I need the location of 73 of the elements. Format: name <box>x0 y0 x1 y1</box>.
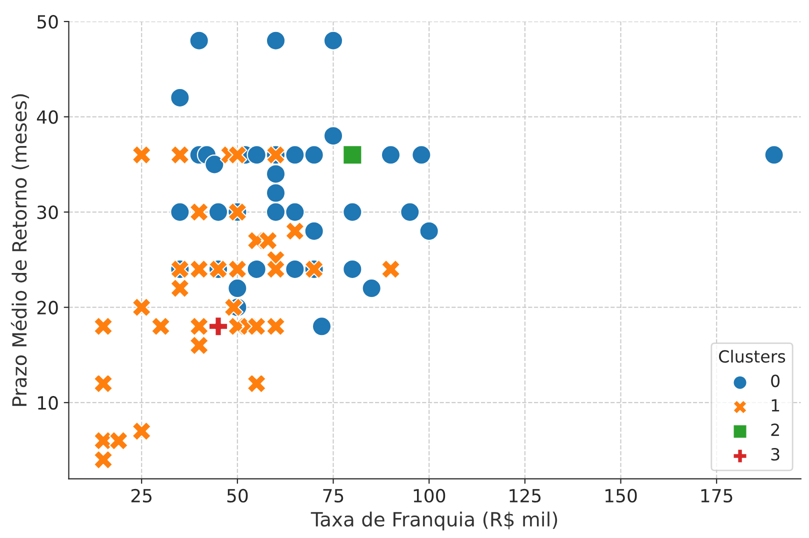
point <box>266 259 286 280</box>
point <box>170 278 190 298</box>
point <box>170 202 190 222</box>
point <box>150 316 171 336</box>
point <box>258 230 278 251</box>
point <box>189 316 209 336</box>
y-tick-label: 50 <box>37 14 58 29</box>
point <box>342 202 362 222</box>
point <box>419 221 439 241</box>
y-axis-title: Prazo Médio de Retorno (meses) <box>10 94 30 406</box>
legend-label: 1 <box>772 399 780 412</box>
point <box>380 259 401 280</box>
point <box>170 145 190 165</box>
point <box>266 30 286 50</box>
point <box>132 297 152 318</box>
point <box>189 30 209 50</box>
point <box>246 145 266 165</box>
y-tick-label: 10 <box>38 396 58 410</box>
point <box>189 336 209 356</box>
point <box>285 145 305 165</box>
point <box>304 145 324 165</box>
point <box>170 88 190 108</box>
point <box>224 297 244 318</box>
point <box>342 145 362 165</box>
point <box>266 316 286 336</box>
point <box>208 316 228 336</box>
x-tick-label: 75 <box>323 489 344 503</box>
point <box>312 316 332 336</box>
point <box>266 202 286 222</box>
legend-title: Clusters <box>719 350 786 363</box>
point <box>304 221 324 241</box>
point <box>323 30 344 50</box>
point <box>285 202 305 222</box>
x-axis-title: Taxa de Franquia (R$ mil) <box>310 512 558 530</box>
point <box>246 316 266 336</box>
point <box>400 202 420 222</box>
point <box>93 374 114 394</box>
point <box>285 221 305 241</box>
point <box>285 259 305 280</box>
legend-label: 2 <box>771 424 779 436</box>
y-tick-label: 40 <box>36 110 58 124</box>
point <box>412 145 432 165</box>
point <box>266 164 286 184</box>
point <box>189 202 209 222</box>
point <box>764 145 784 165</box>
point <box>323 126 344 146</box>
x-tick-label: 50 <box>227 488 248 503</box>
point <box>93 450 114 470</box>
y-tick-label: 20 <box>37 300 58 314</box>
point <box>228 145 248 165</box>
point <box>380 145 401 165</box>
point <box>189 259 209 280</box>
point <box>246 374 266 394</box>
point <box>362 278 382 298</box>
point <box>132 145 152 165</box>
point <box>108 430 128 451</box>
x-tick-label: 100 <box>414 488 446 503</box>
x-tick-label: 25 <box>131 488 152 503</box>
x-tick-label: 150 <box>606 488 637 503</box>
point <box>93 316 114 336</box>
point <box>204 154 224 174</box>
legend-label: 3 <box>771 448 780 461</box>
point <box>132 421 152 442</box>
legend-label: 0 <box>771 374 780 388</box>
point <box>246 259 266 280</box>
point <box>266 183 286 203</box>
x-tick-label: 175 <box>701 489 732 503</box>
point <box>342 259 362 280</box>
point <box>208 202 228 222</box>
point <box>228 278 248 298</box>
y-tick-label: 30 <box>37 206 58 220</box>
x-tick-label: 125 <box>510 488 541 503</box>
point <box>228 259 248 280</box>
